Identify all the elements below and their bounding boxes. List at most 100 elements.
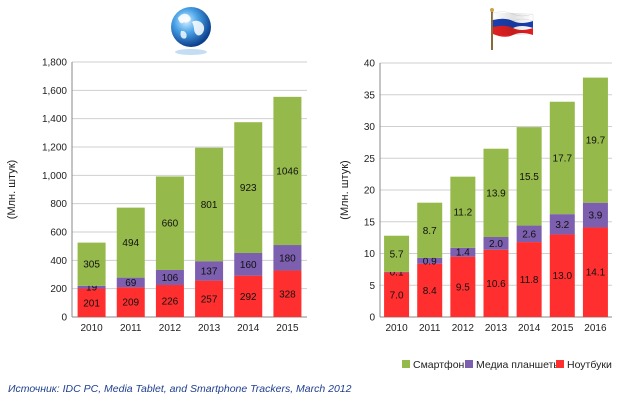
data-label-tablets: 19 — [86, 283, 98, 294]
bar-segment-smartphones — [516, 127, 542, 226]
bar-segment-notebooks — [116, 287, 145, 317]
bar-segment-tablets — [273, 245, 302, 271]
legend: Смартфоны Медиа планшеты Ноутбуки — [402, 359, 612, 371]
y-tick-label: 200 — [50, 284, 67, 295]
x-tick-label: 2014 — [518, 323, 541, 334]
bar-segment-tablets — [483, 236, 509, 250]
data-label-smartphones: 19.7 — [586, 136, 606, 147]
data-label-smartphones: 15.5 — [519, 172, 539, 183]
bar-segment-tablets — [549, 214, 575, 235]
legend-label-notebooks: Ноутбуки — [567, 359, 612, 371]
bar-segment-smartphones — [549, 101, 575, 215]
data-label-tablets: 2.6 — [522, 229, 536, 240]
bar-segment-notebooks — [234, 275, 263, 317]
y-tick-label: 600 — [50, 228, 67, 239]
bar-segment-smartphones — [582, 77, 608, 203]
data-label-smartphones: 305 — [83, 260, 100, 271]
bar-segment-notebooks — [155, 284, 184, 317]
y-tick-label: 0 — [61, 313, 67, 324]
bar-segment-notebooks — [273, 270, 302, 317]
x-tick-label: 2015 — [551, 323, 574, 334]
bar-segment-smartphones — [116, 207, 145, 278]
data-label-notebooks: 328 — [279, 289, 296, 300]
bar-segment-notebooks — [77, 288, 106, 317]
bar-segment-smartphones — [273, 96, 302, 246]
y-tick-label: 0 — [369, 313, 375, 324]
legend-swatch-smartphones — [402, 360, 410, 368]
source-note: Источник: IDC PC, Media Tablet, and Smar… — [8, 383, 352, 395]
bar-segment-smartphones — [234, 122, 263, 253]
x-tick-label: 2014 — [237, 323, 260, 334]
bar-segment-notebooks — [195, 280, 224, 317]
bar-segment-notebooks — [384, 272, 410, 317]
data-label-tablets: 180 — [279, 253, 296, 264]
data-label-notebooks: 226 — [162, 296, 179, 307]
y-tick-label: 400 — [50, 256, 67, 267]
y-axis-label: (Млн. штук) — [339, 160, 351, 219]
data-label-tablets: 106 — [162, 273, 179, 284]
bar-segment-tablets — [582, 202, 608, 228]
data-label-tablets: 2.0 — [489, 239, 503, 250]
data-label-smartphones: 11.2 — [453, 208, 472, 219]
bar-segment-tablets — [516, 225, 542, 243]
data-label-notebooks: 209 — [122, 298, 139, 309]
data-label-notebooks: 8.4 — [423, 286, 437, 297]
y-tick-label: 35 — [364, 90, 376, 101]
y-tick-label: 5 — [369, 281, 375, 292]
y-tick-label: 25 — [364, 154, 376, 165]
y-tick-label: 1,600 — [42, 86, 67, 97]
data-label-smartphones: 13.9 — [486, 188, 506, 199]
x-tick-label: 2015 — [276, 323, 299, 334]
data-label-smartphones: 5.7 — [390, 249, 404, 260]
y-tick-label: 1,000 — [42, 171, 67, 182]
data-label-notebooks: 10.6 — [486, 279, 506, 290]
y-tick-label: 10 — [364, 249, 376, 260]
bar-segment-smartphones — [483, 148, 509, 237]
data-label-notebooks: 14.1 — [586, 268, 606, 279]
russia-chart: 0 5 10 15 20 25 30 35 40 (Млн. штук) 7.0 0.1 5.7 2010… — [339, 59, 612, 334]
y-tick-label: 1,200 — [42, 143, 67, 154]
data-label-notebooks: 7.0 — [390, 290, 404, 301]
bar-segment-smartphones — [77, 242, 106, 286]
bar-segment-tablets — [77, 285, 106, 289]
x-tick-label: 2011 — [419, 323, 441, 334]
y-tick-label: 40 — [364, 59, 376, 70]
data-label-notebooks: 13.0 — [553, 271, 573, 282]
bar-segment-tablets — [155, 269, 184, 285]
x-tick-label: 2010 — [385, 323, 408, 334]
data-label-tablets: 0.1 — [390, 268, 404, 279]
data-label-smartphones: 801 — [201, 200, 218, 211]
data-label-tablets: 1.4 — [456, 248, 470, 259]
data-label-tablets: 3.2 — [555, 220, 569, 231]
bar-segment-notebooks — [483, 249, 509, 317]
globe-icon — [171, 7, 211, 55]
y-tick-label: 800 — [50, 199, 67, 210]
y-tick-label: 1,400 — [42, 114, 67, 125]
data-label-smartphones: 494 — [122, 238, 139, 249]
x-tick-label: 2012 — [452, 323, 475, 334]
bar-segment-tablets — [450, 247, 476, 257]
data-label-notebooks: 9.5 — [456, 282, 470, 293]
bar-segment-tablets — [195, 261, 224, 281]
bar-segment-smartphones — [155, 176, 184, 270]
bar-segment-notebooks — [450, 256, 476, 317]
world-chart: 0 200 400 600 800 1,000 1,200 1,400 1,600 1,800 (М… — [6, 58, 307, 334]
data-label-smartphones: 8.7 — [423, 226, 437, 237]
bar-segment-tablets — [234, 252, 263, 276]
bar-segment-tablets — [384, 271, 410, 273]
data-label-notebooks: 11.8 — [520, 275, 539, 286]
y-tick-label: 20 — [364, 186, 376, 197]
data-label-notebooks: 257 — [201, 294, 218, 305]
x-tick-label: 2013 — [485, 323, 508, 334]
bar-segment-notebooks — [417, 263, 443, 317]
data-label-smartphones: 1046 — [276, 166, 299, 177]
bar-segment-notebooks — [582, 227, 608, 317]
legend-swatch-tablets — [465, 360, 473, 368]
legend-label-tablets: Медиа планшеты — [476, 359, 561, 371]
bar-segment-smartphones — [450, 176, 476, 248]
data-label-tablets: 160 — [240, 260, 257, 271]
data-label-smartphones: 660 — [162, 219, 179, 230]
data-label-smartphones: 923 — [240, 183, 257, 194]
bar-segment-smartphones — [417, 202, 443, 258]
